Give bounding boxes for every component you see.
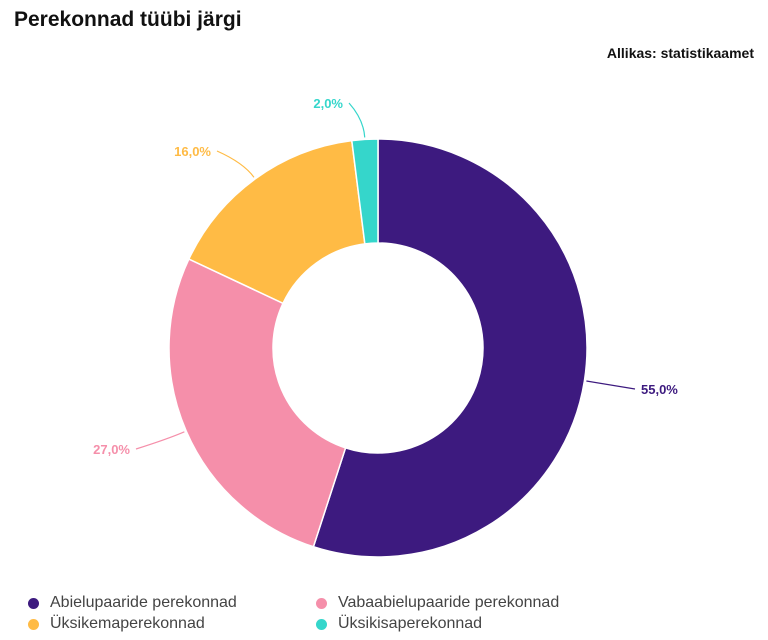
slice-vabaabielupaaride[interactable] <box>168 258 347 548</box>
leader-line-abielupaaride <box>586 380 636 390</box>
slice-uksikisa[interactable] <box>350 138 379 245</box>
legend-item-uksikema[interactable]: Üksikemaperekonnad <box>28 615 316 633</box>
legend-label: Üksikemaperekonnad <box>50 615 205 632</box>
data-label-abielupaaride: 55,0% <box>641 382 678 397</box>
chart-source: Allikas: statistikaamet <box>606 45 754 61</box>
slice-uksikema[interactable] <box>187 139 366 305</box>
legend-dot-icon <box>28 597 39 609</box>
legend-dot-icon <box>28 618 39 630</box>
legend-item-abielupaaride[interactable]: Abielupaaride perekonnad <box>28 594 316 612</box>
legend-dot-icon <box>316 618 327 630</box>
chart-title: Perekonnad tüübi järgi <box>14 8 242 31</box>
leader-line-vabaabielupaaride <box>135 431 185 450</box>
data-label-uksikisa: 2,0% <box>313 96 343 111</box>
leader-line-uksikema <box>216 150 255 178</box>
data-label-vabaabielupaaride: 27,0% <box>93 442 130 457</box>
legend-dot-icon <box>316 597 327 609</box>
legend-label: Abielupaaride perekonnad <box>50 594 237 611</box>
leader-line-uksikisa <box>348 102 366 138</box>
legend-item-vabaabielupaaride[interactable]: Vabaabielupaaride perekonnad <box>316 594 604 612</box>
legend-item-uksikisa[interactable]: Üksikisaperekonnad <box>316 615 604 633</box>
donut-chart: 55,0% 27,0% 16,0% 2,0% <box>93 96 678 558</box>
data-label-uksikema: 16,0% <box>174 144 211 159</box>
legend-label: Üksikisaperekonnad <box>338 615 483 632</box>
slice-abielupaaride[interactable] <box>312 138 588 558</box>
chart-legend: Abielupaaride perekonnad Vabaabielupaari… <box>28 594 748 633</box>
legend-label: Vabaabielupaaride perekonnad <box>338 594 560 611</box>
